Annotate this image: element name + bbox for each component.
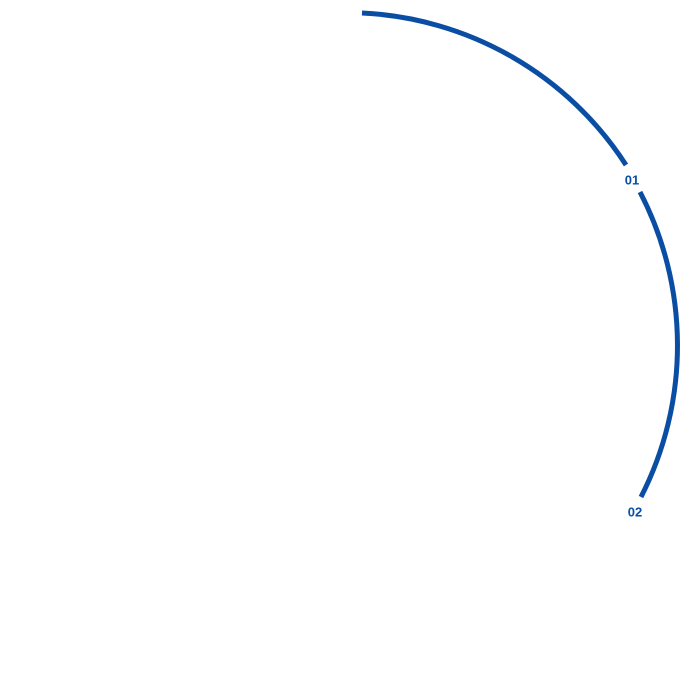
arc-segment-2 [637, 190, 680, 499]
marker-label-02: 02 [627, 504, 643, 520]
marker-label-01: 01 [624, 172, 640, 188]
arc-segment-1 [361, 10, 629, 167]
